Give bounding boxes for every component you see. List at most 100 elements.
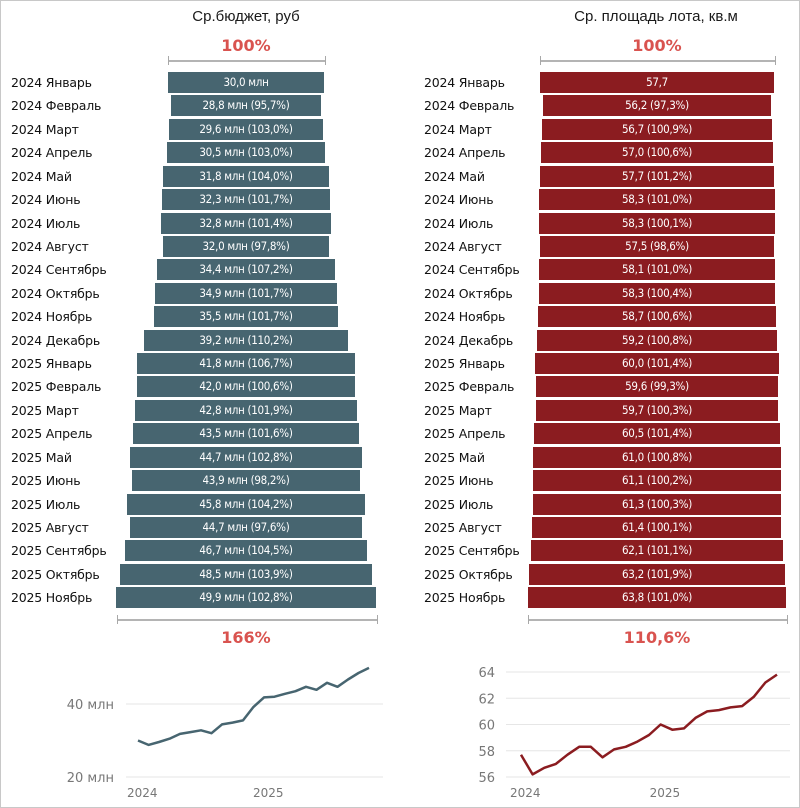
area-top-bracket: [540, 56, 776, 65]
bar: 30,0 млн: [168, 72, 324, 93]
bar: 39,2 млн (110,2%): [144, 329, 348, 351]
row-label: 2025 Ноябрь: [424, 590, 506, 606]
bar: 44,7 млн (102,8%): [129, 446, 363, 468]
row-label: 2024 Сентябрь: [11, 262, 107, 278]
row-label: 2024 Декабрь: [424, 332, 514, 348]
row-label: 2025 Июль: [424, 496, 494, 512]
y-tick-label: 56: [478, 771, 495, 786]
series-line: [137, 666, 370, 747]
row-label: 2024 Июль: [424, 215, 494, 231]
row-label: 2024 Апрель: [424, 145, 506, 161]
row-label: 2024 Октябрь: [424, 285, 513, 301]
bar: 59,2 (100,8%): [536, 329, 778, 351]
row-label: 2024 Февраль: [424, 98, 515, 114]
row-label: 2024 Ноябрь: [11, 309, 93, 325]
bar: 59,7 (100,3%): [535, 399, 779, 421]
area-line-chart: 56 58 60 62 64 2024 2025: [478, 666, 790, 800]
budget-bottom-percent: 166%: [221, 628, 271, 647]
x-tick-label: 2025: [650, 786, 681, 800]
y-tick-label: 62: [478, 692, 495, 707]
x-tick-label: 2025: [253, 786, 284, 800]
budget-line-chart: 20 млн 40 млн 2024 2025: [67, 666, 383, 800]
bar: 58,7 (100,6%): [537, 306, 777, 328]
bar: 63,2 (101,9%): [528, 563, 786, 585]
row-label: 2024 Октябрь: [11, 285, 100, 301]
row-label: 2025 Июнь: [424, 473, 494, 489]
bar: 44,7 млн (97,6%): [129, 516, 363, 538]
bar: 31,8 млн (104,0%): [163, 165, 329, 187]
bar: 45,8 млн (104,2%): [126, 493, 366, 515]
row-label: 2024 Сентябрь: [424, 262, 520, 278]
row-label: 2024 Январь: [424, 75, 505, 90]
bar: 59,6 (99,3%): [536, 376, 778, 398]
bar: 42,0 млн (100,6%): [136, 376, 356, 398]
bar: 61,3 (100,3%): [532, 493, 782, 515]
bar: 58,3 (101,0%): [538, 189, 776, 211]
bar: 48,5 млн (103,9%): [119, 563, 373, 585]
area-top-percent: 100%: [632, 36, 682, 55]
area-panel-title: Ср. площадь лота, кв.м: [574, 8, 738, 25]
bar: 49,9 млн (102,8%): [116, 587, 376, 609]
bar: 61,4 (100,1%): [532, 516, 782, 538]
bar: 60,0 (101,4%): [535, 353, 779, 375]
bar: 58,1 (101,0%): [539, 259, 775, 281]
bar: 57,0 (100,6%): [541, 142, 773, 164]
row-label: 2025 Август: [424, 519, 502, 535]
row-label: 2025 Август: [11, 519, 89, 535]
bar: 32,3 млн (101,7%): [162, 189, 330, 211]
row-label: 2024 Август: [11, 238, 89, 254]
budget-panel-title: Ср.бюджет, руб: [192, 8, 300, 25]
bar: 61,1 (100,2%): [533, 470, 781, 492]
bar: 56,2 (97,3%): [543, 95, 771, 117]
row-label: 2024 Декабрь: [11, 332, 101, 348]
bar: 62,1 (101,1%): [531, 540, 783, 562]
area-bottom-bracket: [528, 615, 788, 624]
row-label: 2025 Январь: [11, 356, 92, 372]
bar: 46,7 млн (104,5%): [124, 540, 368, 562]
row-label: 2025 Сентябрь: [11, 543, 107, 559]
row-label: 2024 Июнь: [11, 192, 81, 208]
bar: 61,0 (100,8%): [533, 446, 781, 468]
row-label: 2025 Апрель: [424, 426, 506, 442]
y-tick-label: 58: [478, 745, 495, 760]
bar: 43,9 млн (98,2%): [131, 470, 361, 492]
bar: 58,3 (100,4%): [538, 282, 776, 304]
row-label: 2025 Сентябрь: [424, 543, 520, 559]
row-label: 2025 Апрель: [11, 426, 93, 442]
row-label: 2024 Февраль: [11, 98, 102, 114]
row-label: 2025 Февраль: [11, 379, 102, 395]
bar: 29,6 млн (103,0%): [169, 118, 323, 140]
bar: 42,8 млн (101,9%): [134, 399, 358, 421]
row-label: 2025 Март: [11, 402, 79, 418]
bar: 34,4 млн (107,2%): [156, 259, 336, 281]
row-label: 2025 Ноябрь: [11, 590, 93, 606]
bar: 30,5 млн (103,0%): [166, 142, 326, 164]
bar: 34,9 млн (101,7%): [155, 282, 337, 304]
row-label: 2024 Январь: [11, 75, 92, 90]
y-tick-label: 60: [478, 719, 495, 734]
bar: 63,8 (101,0%): [527, 587, 787, 609]
bar: 41,8 млн (106,7%): [137, 353, 355, 375]
x-tick-label: 2024: [127, 786, 158, 800]
bar: 57,7 (101,2%): [540, 165, 774, 187]
bar: 35,5 млн (101,7%): [153, 306, 339, 328]
y-tick-label: 40 млн: [67, 698, 114, 713]
bar: 58,3 (100,1%): [538, 212, 776, 234]
budget-top-bracket: [168, 56, 326, 65]
row-label: 2025 Февраль: [424, 379, 515, 395]
row-label: 2025 Июнь: [11, 473, 81, 489]
bar: 32,8 млн (101,4%): [160, 212, 332, 234]
budget-bottom-bracket: [117, 615, 378, 624]
row-label: 2024 Ноябрь: [424, 309, 506, 325]
row-label: 2024 Июнь: [424, 192, 494, 208]
row-label: 2025 Март: [424, 402, 492, 418]
row-label: 2024 Июль: [11, 215, 81, 231]
bar: 57,7: [540, 72, 774, 93]
row-label: 2024 Август: [424, 238, 502, 254]
row-label: 2025 Октябрь: [424, 566, 513, 582]
row-label: 2025 Июль: [11, 496, 81, 512]
bar: 60,5 (101,4%): [534, 423, 780, 445]
row-label: 2025 Октябрь: [11, 566, 100, 582]
row-label: 2025 Май: [424, 449, 485, 465]
budget-top-percent: 100%: [221, 36, 271, 55]
